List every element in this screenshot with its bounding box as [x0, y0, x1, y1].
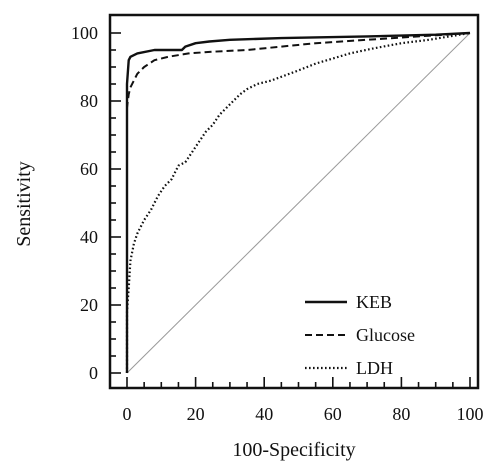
legend-label-glucose: Glucose	[356, 325, 415, 345]
legend-label-ldh: LDH	[356, 358, 393, 378]
y-tick-label: 40	[80, 227, 98, 247]
series-line-ldh	[125, 31, 471, 373]
y-tick-label: 20	[80, 295, 98, 315]
legend-label-keb: KEB	[356, 292, 392, 312]
y-axis-title: Sensitivity	[13, 161, 35, 247]
ticks-layer: 0 20 40 60 80 100 0 20 40 60 80 100	[71, 23, 484, 424]
x-tick-label: 100	[457, 404, 484, 424]
series-layer	[125, 31, 471, 373]
y-tick-label: 60	[80, 159, 98, 179]
x-tick-label: 80	[392, 404, 410, 424]
x-tick-label: 40	[255, 404, 273, 424]
x-axis-title: 100-Specificity	[232, 439, 355, 461]
y-tick-label: 0	[89, 363, 98, 383]
y-tick-label: 100	[71, 23, 98, 43]
x-tick-label: 0	[123, 404, 132, 424]
diagonal-reference-layer	[126, 32, 471, 374]
y-tick-label: 80	[80, 91, 98, 111]
x-tick-label: 60	[324, 404, 342, 424]
diagonal-reference-line	[126, 32, 471, 374]
series-line-keb	[125, 31, 471, 373]
legend: KEB Glucose LDH	[305, 292, 415, 378]
x-tick-label: 20	[187, 404, 205, 424]
plot-frame	[108, 13, 480, 390]
